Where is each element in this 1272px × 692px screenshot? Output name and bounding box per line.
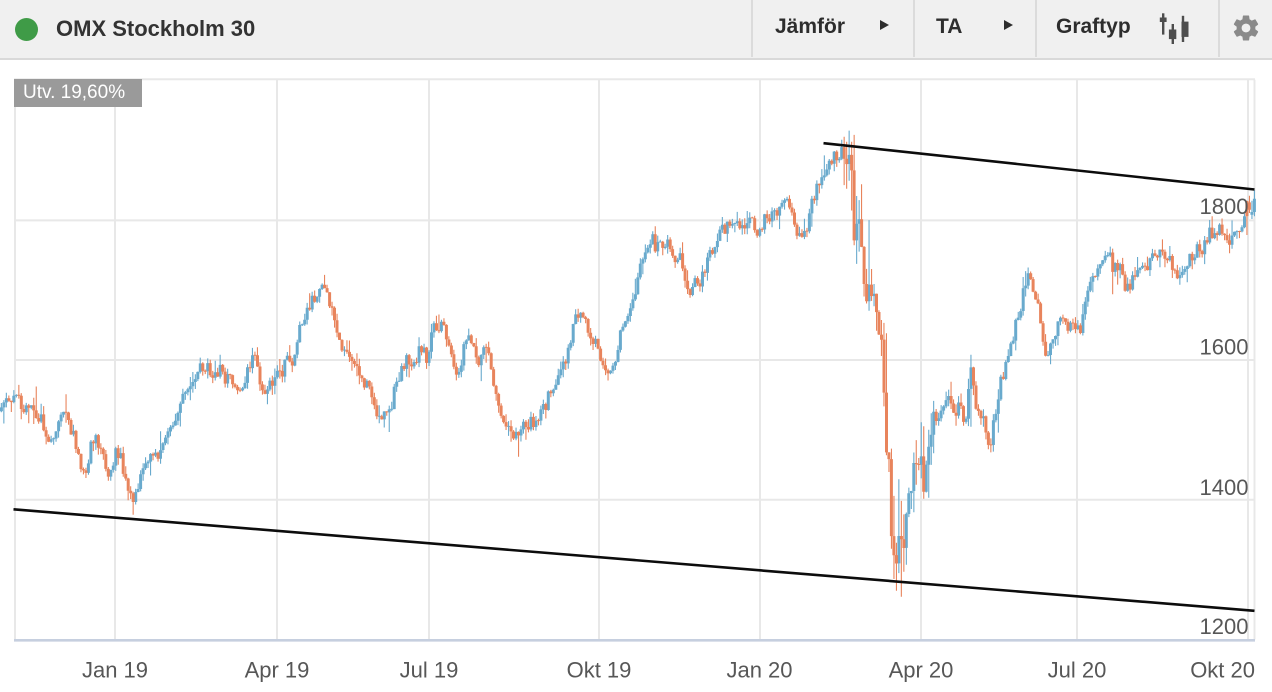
svg-text:Jan 20: Jan 20 bbox=[726, 658, 792, 683]
svg-text:Jan 19: Jan 19 bbox=[82, 658, 148, 683]
svg-text:Apr 19: Apr 19 bbox=[245, 658, 310, 683]
svg-text:1800: 1800 bbox=[1200, 194, 1249, 219]
svg-text:Okt 19: Okt 19 bbox=[567, 658, 632, 683]
svg-text:Apr 20: Apr 20 bbox=[889, 658, 954, 683]
svg-text:1600: 1600 bbox=[1200, 335, 1249, 360]
svg-text:1200: 1200 bbox=[1200, 614, 1249, 639]
svg-text:Okt 20: Okt 20 bbox=[1190, 658, 1255, 683]
svg-text:Jul 19: Jul 19 bbox=[400, 658, 459, 683]
svg-text:1400: 1400 bbox=[1200, 475, 1249, 500]
svg-text:Jul 20: Jul 20 bbox=[1048, 658, 1107, 683]
